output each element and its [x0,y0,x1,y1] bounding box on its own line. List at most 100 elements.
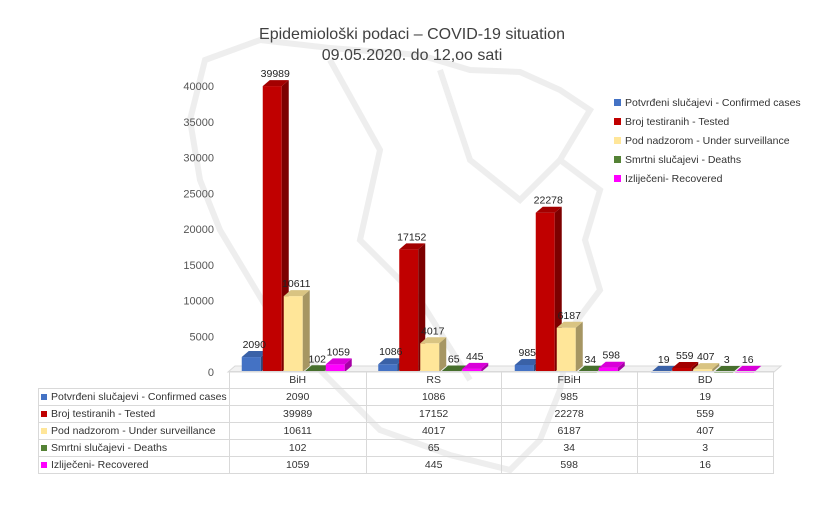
data-label: 3 [724,354,730,366]
bar-side [733,365,741,372]
bar [325,358,352,372]
y-tick-label: 35000 [183,117,214,129]
chart-subtitle: 09.05.2020. do 12,oo sati [321,47,503,64]
bar-front [556,327,576,372]
table-cell: 39989 [228,405,367,423]
table-cell: 19 [636,388,774,406]
table-cell: 559 [636,405,774,423]
bar-front [399,249,419,372]
bar-side [691,362,699,372]
table-legend-key [41,462,47,469]
table-cell: 16 [636,456,774,474]
table-series-name: Izliječeni- Recovered [51,459,149,471]
legend-item: Pod nadzorom - Under surveillance [614,131,801,150]
bar-side [344,358,352,372]
y-tick-label: 20000 [183,224,214,236]
bar-top [651,365,678,372]
table-row-header: Potvrđeni slučajevi - Confirmed cases [38,388,230,406]
bar-top [577,365,604,372]
data-table: BiH RS FBiH BD Potvrđeni slučajevi - Confirm… [38,371,774,474]
bar-side [617,361,625,372]
legend-swatch [614,118,621,125]
table-cell: 598 [500,456,638,474]
table-row-header: Pod nadzorom - Under surveillance [38,422,230,440]
data-label: 1086 [379,346,403,358]
bar-top [693,363,720,370]
bar-side [481,362,489,372]
legend-item: Izliječeni- Recovered [614,169,801,188]
table-row: Broj testiranih - Tested 39989 17152 22278 5… [38,405,774,423]
table-cell: 985 [500,388,638,406]
table-cell: 4017 [365,422,502,440]
bar-front [693,369,713,372]
bar-top [598,361,625,368]
data-label: 6187 [558,310,582,322]
table-row: Izliječeni- Recovered 1059 445 598 16 [38,456,774,474]
bar-side [418,243,426,372]
table-header-row: BiH RS FBiH BD [38,371,774,389]
table-column-header: BiH [228,371,367,389]
bar [283,290,310,372]
bar-side [439,337,447,372]
table-series-name: Broj testiranih - Tested [51,408,156,420]
table-column-header: RS [365,371,502,389]
bar [462,362,489,372]
data-label: 445 [466,351,484,363]
table-cell: 22278 [500,405,638,423]
bar-front [462,368,482,372]
bar-top [672,362,699,369]
bar-front [325,364,345,372]
bar-front [598,367,618,372]
bar-top [735,365,762,372]
data-label: 34 [584,354,596,366]
bar-front [283,296,303,372]
legend-swatch [614,99,621,106]
bar-front [672,368,692,372]
data-label: 39989 [261,68,290,80]
bar [693,363,720,372]
legend-label: Potvrđeni slučajevi - Confirmed cases [625,96,801,109]
bar [399,243,426,372]
y-tick-label: 15000 [183,260,214,272]
bar-front [241,357,261,372]
bar-front [420,343,440,372]
data-label: 17152 [397,231,426,243]
table-legend-key [41,428,47,435]
bar-top [420,337,447,344]
table-row: Potvrđeni slučajevi - Confirmed cases 209… [38,388,774,406]
bar-front [535,212,555,372]
legend-swatch [614,137,621,144]
table-legend-key [41,411,47,418]
data-label: 4017 [421,325,445,337]
data-label: 65 [448,354,460,366]
table-cell: 17152 [365,405,502,423]
data-label: 407 [697,351,715,363]
data-label: 1059 [327,346,351,358]
bar-top [262,80,289,87]
y-tick-label: 10000 [183,296,214,308]
table-legend-key [41,445,47,452]
bar-side [575,321,583,372]
data-label: 2090 [243,339,267,351]
data-label: 22278 [534,195,563,207]
bar-front [378,364,398,372]
bar-top [283,290,310,297]
bar [598,361,625,372]
legend-item: Smrtni slučajevi - Deaths [614,150,801,169]
data-label: 559 [676,350,694,362]
table-cell: 1086 [365,388,502,406]
data-label: 16 [742,354,754,366]
y-tick-label: 30000 [183,153,214,165]
bars [241,80,762,373]
legend-item: Broj testiranih - Tested [614,112,801,131]
bar-top [462,362,489,369]
legend-swatch [614,175,621,182]
table-row: Smrtni slučajevi - Deaths 102 65 34 3 [38,439,774,457]
table-cell: 6187 [500,422,638,440]
table-cell: 65 [365,439,502,457]
table-corner [38,371,230,389]
bar-side [302,290,310,372]
table-row: Pod nadzorom - Under surveillance 10611 40… [38,422,774,440]
bar-top [304,365,331,372]
